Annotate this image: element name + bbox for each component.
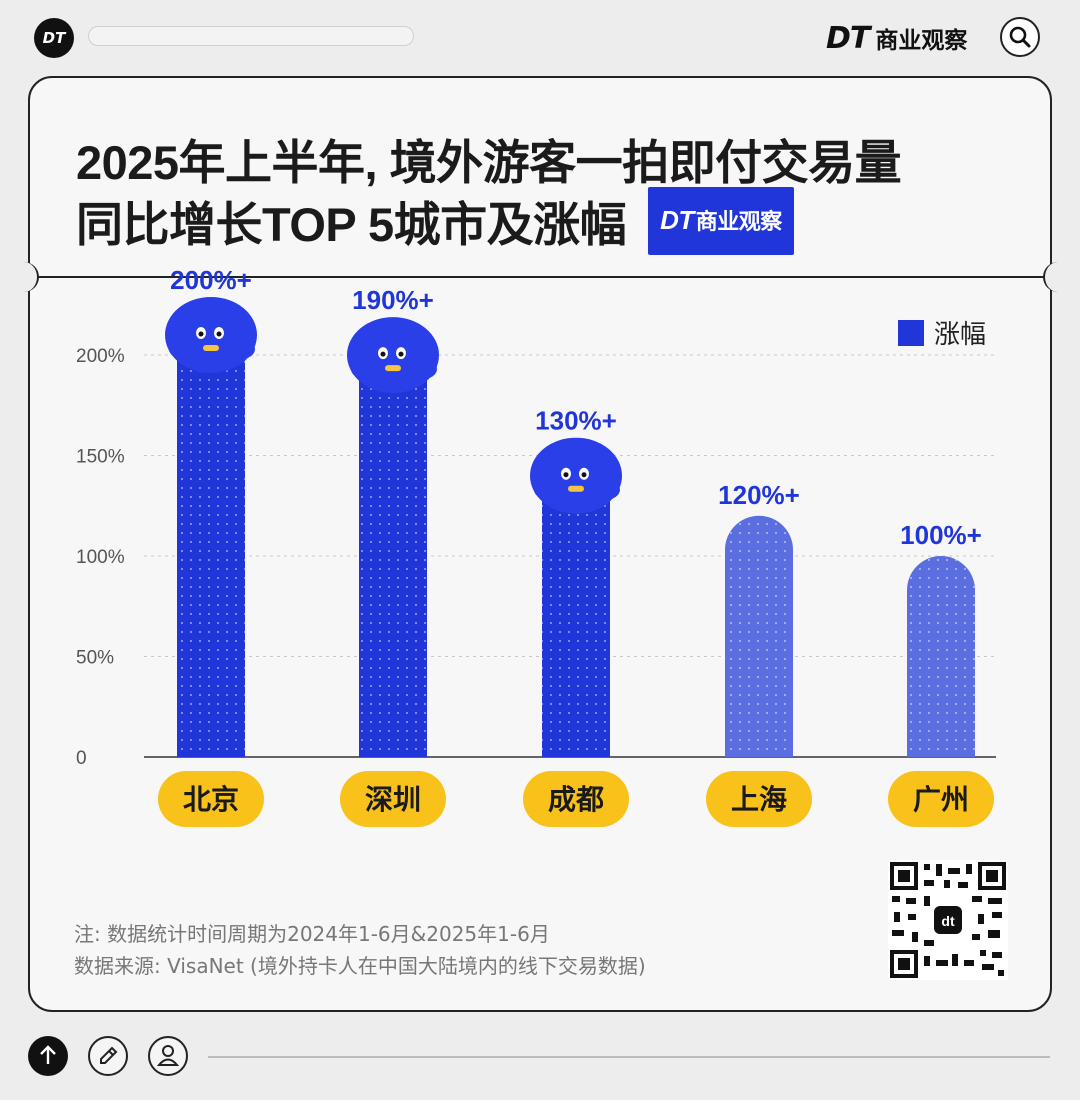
chart-title-line1: 2025年上半年, 境外游客一拍即付交易量 xyxy=(76,136,902,189)
top-bar: DT DT 商业观察 xyxy=(0,0,1080,76)
x-tick-label: 深圳 xyxy=(365,784,421,815)
footer-divider xyxy=(208,1056,1050,1058)
chart-title: 2025年上半年, 境外游客一拍即付交易量 同比增长TOP 5城市及涨幅 DT商业… xyxy=(76,132,902,263)
edit-button[interactable] xyxy=(88,1036,128,1076)
bar[interactable] xyxy=(359,375,427,757)
note-period: 注: 数据统计时间周期为2024年1-6月&2025年1-6月 xyxy=(74,922,550,946)
scroll-top-button[interactable] xyxy=(28,1036,68,1076)
search-field[interactable] xyxy=(88,26,414,46)
x-tick-label: 成都 xyxy=(548,784,604,815)
bar[interactable] xyxy=(177,355,245,757)
x-tick-label: 上海 xyxy=(731,784,787,815)
chart-title-line2: 同比增长TOP 5城市及涨幅 xyxy=(76,198,627,251)
note-source: 数据来源: VisaNet (境外持卡人在中国大陆境内的线下交易数据) xyxy=(74,954,646,978)
legend-label: 涨幅 xyxy=(934,320,987,350)
y-tick-label: 200% xyxy=(76,346,125,367)
data-label: 200%+ xyxy=(170,265,252,295)
chart-notes: 注: 数据统计时间周期为2024年1-6月&2025年1-6月 数据来源: Vi… xyxy=(74,918,646,982)
brand-dt: DT xyxy=(826,20,870,56)
category-pill xyxy=(706,771,812,827)
brand-name: 商业观察 xyxy=(875,28,968,54)
title-divider xyxy=(28,276,1052,278)
user-icon xyxy=(156,1045,180,1066)
search-button[interactable] xyxy=(1000,17,1040,57)
data-label: 120%+ xyxy=(718,480,800,510)
pencil-icon xyxy=(100,1046,118,1064)
user-button[interactable] xyxy=(148,1036,188,1076)
data-label: 130%+ xyxy=(535,406,617,436)
bar[interactable] xyxy=(725,515,793,757)
category-pill xyxy=(523,771,629,827)
bar[interactable] xyxy=(907,556,975,757)
mascot-icon xyxy=(530,437,622,514)
bar[interactable] xyxy=(542,495,610,757)
y-tick-label: 100% xyxy=(76,547,125,568)
y-tick-label: 150% xyxy=(76,447,125,468)
category-pill xyxy=(888,771,994,827)
svg-text:dt: dt xyxy=(941,913,955,929)
data-label: 100%+ xyxy=(900,520,982,550)
brand-logo: DT 商业观察 xyxy=(826,20,967,56)
y-tick-label: 50% xyxy=(76,648,114,669)
category-pill xyxy=(158,771,264,827)
category-pill xyxy=(340,771,446,827)
search-icon xyxy=(1009,26,1031,48)
badge-dt: DT xyxy=(660,204,694,235)
legend-swatch xyxy=(898,319,924,346)
qr-code-icon[interactable]: dt xyxy=(888,860,1008,980)
data-label: 190%+ xyxy=(352,285,434,315)
y-tick-label: 0 xyxy=(76,748,87,769)
mascot-icon xyxy=(165,297,257,373)
mascot-icon xyxy=(347,317,439,394)
badge-text: 商业观察 xyxy=(695,208,783,234)
title-brand-badge: DT商业观察 xyxy=(648,186,794,255)
card-notch-left xyxy=(19,262,39,292)
arrow-up-icon xyxy=(40,1045,56,1064)
x-tick-label: 北京 xyxy=(183,783,239,815)
chart-legend: 涨幅 xyxy=(898,314,986,351)
dt-logo-icon[interactable]: DT xyxy=(34,18,74,58)
x-tick-label: 广州 xyxy=(913,784,969,815)
card-notch-right xyxy=(1043,262,1063,292)
